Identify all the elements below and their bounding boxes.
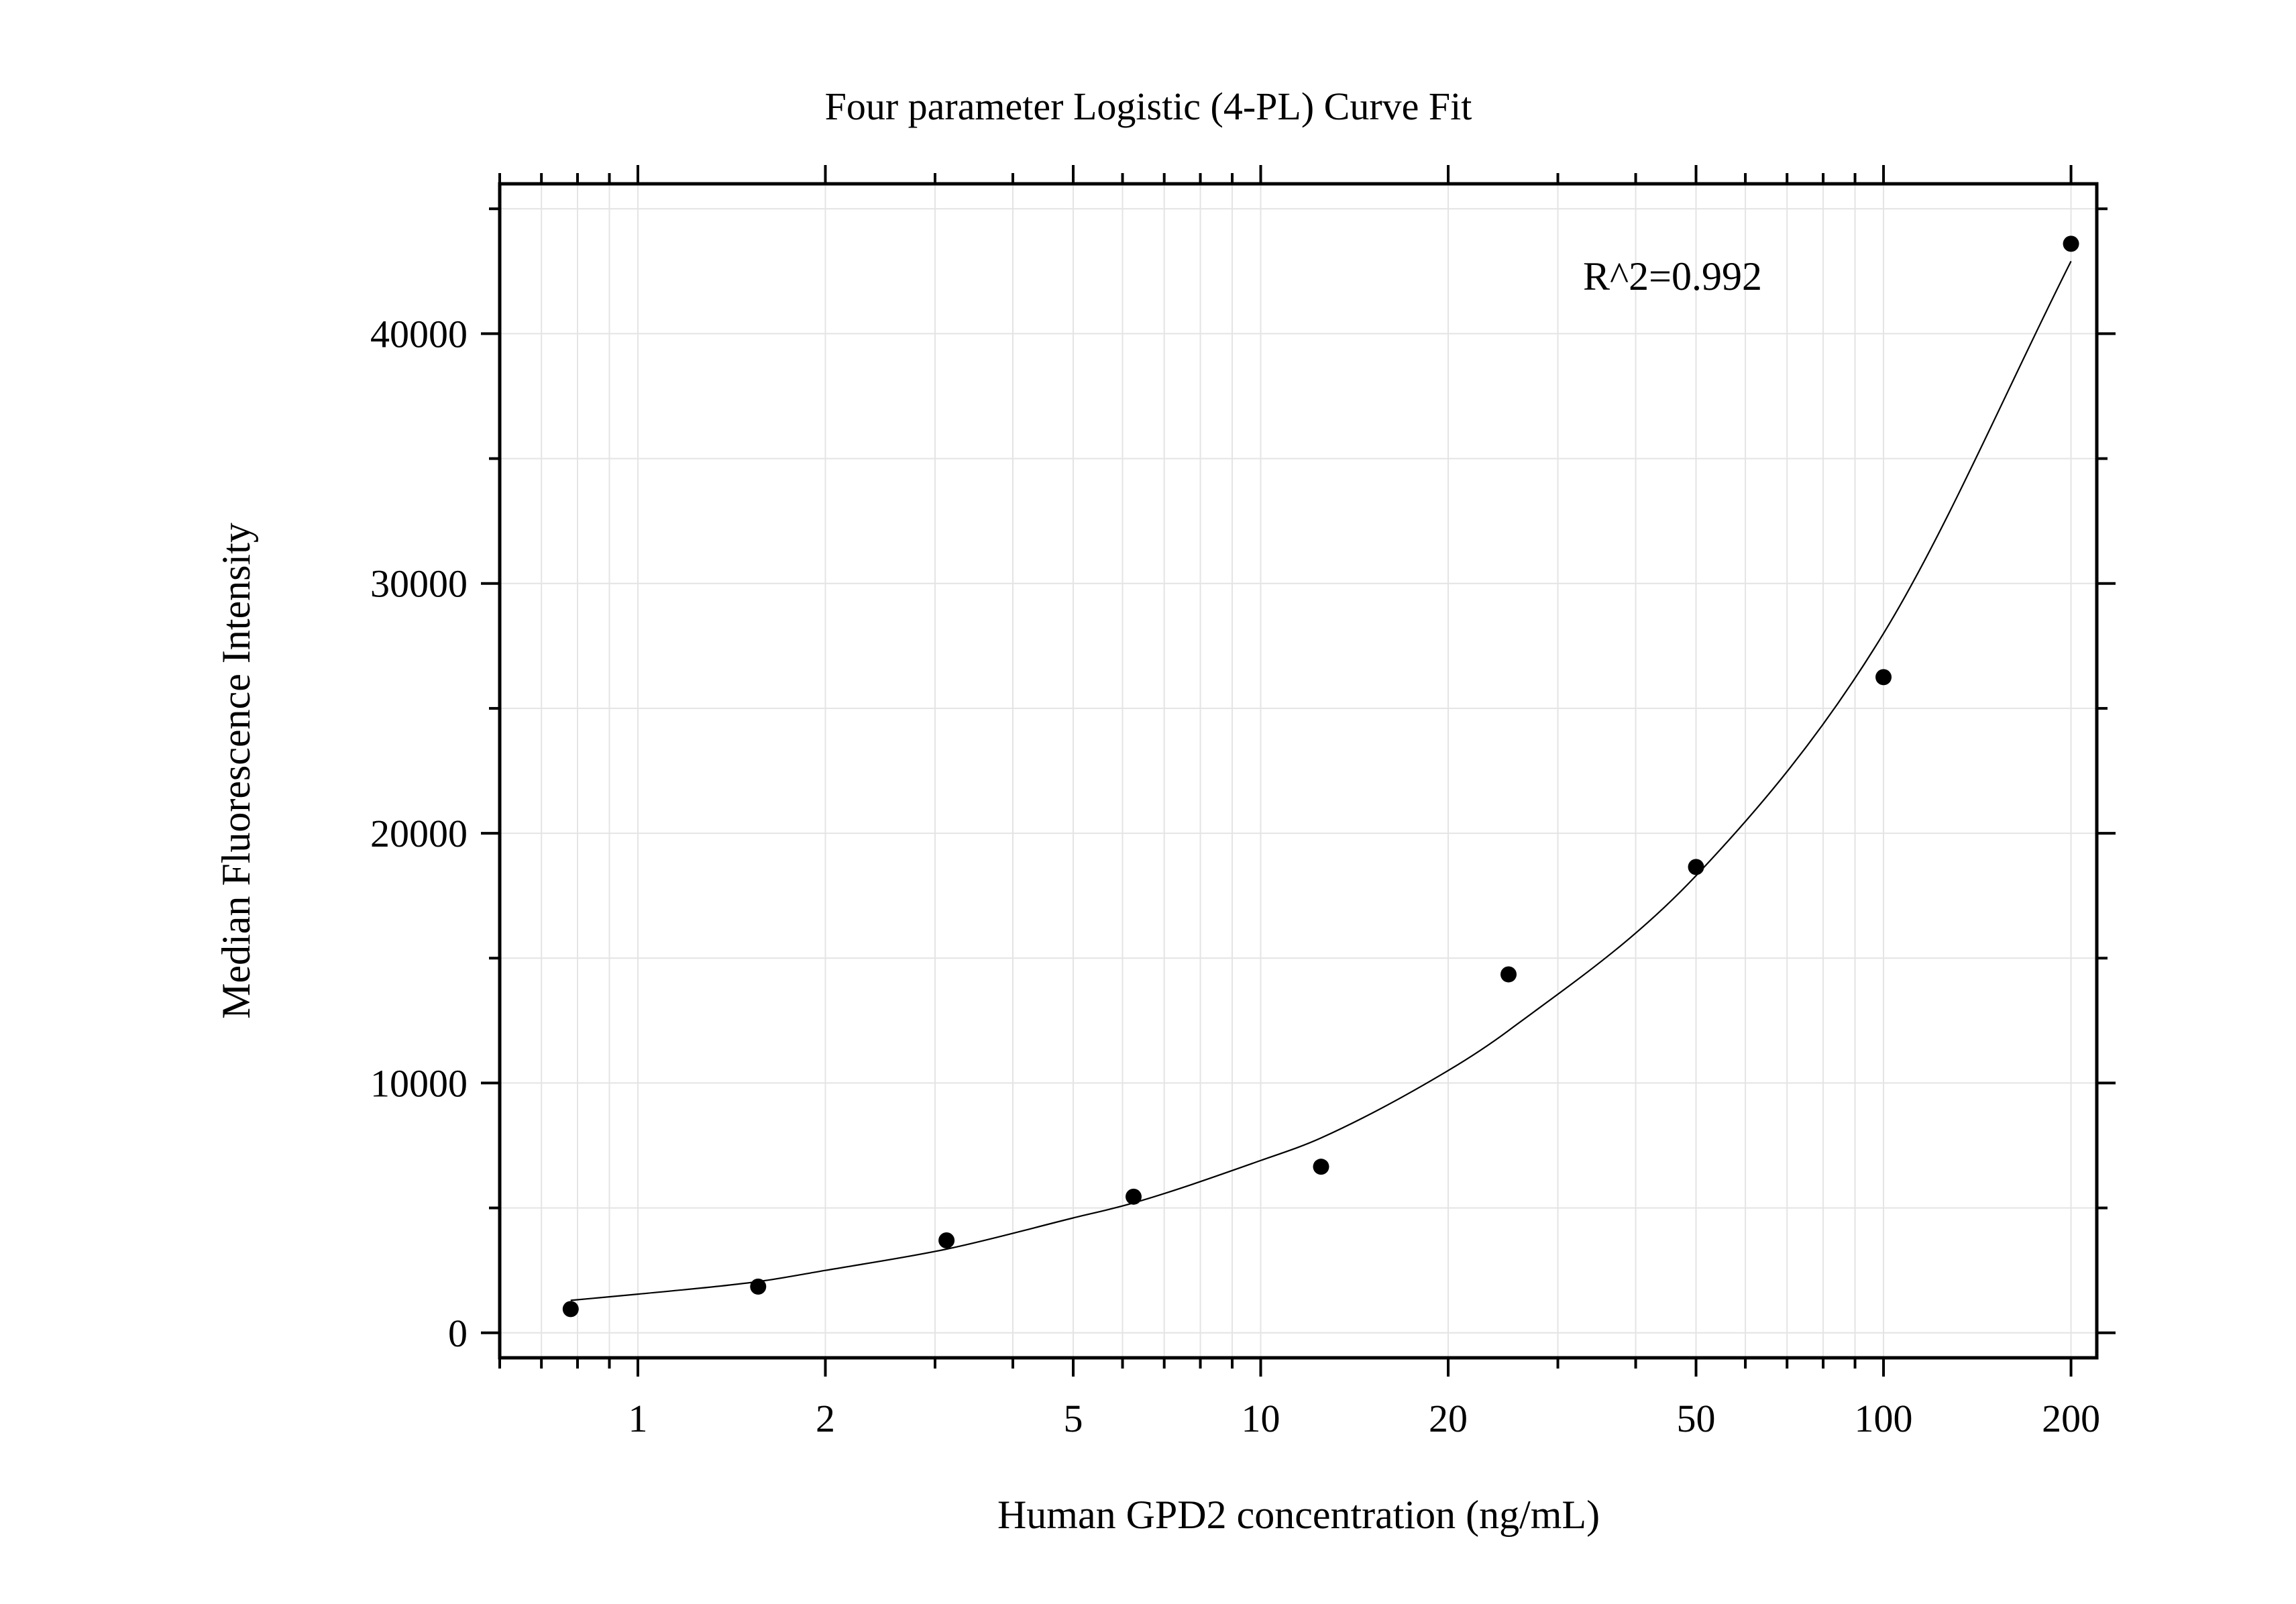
data-point (938, 1232, 955, 1248)
data-point (750, 1278, 767, 1295)
fit-curve-group (570, 260, 2072, 1301)
data-points (562, 235, 2079, 1318)
x-tick-label: 2 (816, 1397, 835, 1440)
x-tick-label: 10 (1242, 1397, 1280, 1440)
x-tick-label: 200 (2042, 1397, 2100, 1440)
y-tick-label: 40000 (370, 312, 468, 356)
x-tick-label: 1 (628, 1397, 647, 1440)
data-point (1500, 966, 1517, 983)
data-point (1875, 669, 1892, 686)
x-tick-label: 5 (1064, 1397, 1083, 1440)
y-tick-label: 0 (448, 1312, 468, 1355)
y-tick-label: 30000 (370, 562, 468, 606)
data-point (2063, 235, 2079, 252)
x-axis-label: Human GPD2 concentration (ng/mL) (997, 1493, 1600, 1537)
data-point (1688, 859, 1704, 875)
x-tick-label: 20 (1429, 1397, 1468, 1440)
fit-curve (570, 260, 2072, 1301)
data-point (1313, 1159, 1329, 1175)
plot-frame (498, 182, 2099, 1360)
y-axis-label: Median Fluorescence Intensity (214, 523, 258, 1019)
x-tick-label: 50 (1677, 1397, 1716, 1440)
data-point (562, 1301, 579, 1318)
data-point (1125, 1188, 1142, 1205)
axis-ticks (481, 165, 2116, 1377)
axis-tick-labels: 1 2 5 10 20 50 100 200 0 10000 20000 30000 40000 (370, 312, 2100, 1440)
r-squared-annotation: R^2=0.992 (1583, 254, 1762, 299)
grid (499, 184, 2097, 1358)
y-tick-label: 10000 (370, 1061, 468, 1105)
chart-title: Four parameter Logistic (4-PL) Curve Fit (825, 85, 1472, 128)
x-tick-label: 100 (1855, 1397, 1913, 1440)
y-tick-label: 20000 (370, 812, 468, 855)
